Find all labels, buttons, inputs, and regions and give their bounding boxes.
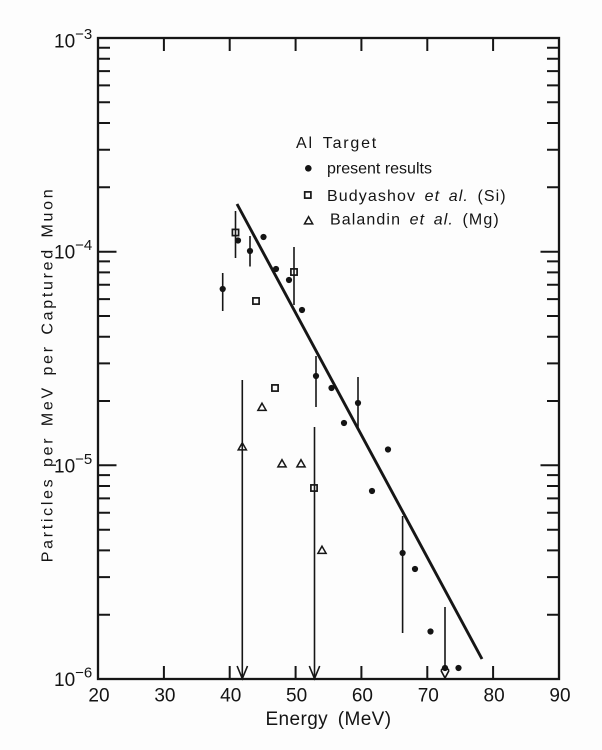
svg-text:Energy (MeV): Energy (MeV) [265, 709, 391, 730]
svg-text:80: 80 [484, 686, 505, 707]
svg-text:20: 20 [88, 686, 109, 707]
svg-text:present results: present results [327, 161, 432, 178]
svg-text:60: 60 [352, 686, 373, 707]
svg-text:40: 40 [220, 686, 241, 707]
svg-text:10−5: 10−5 [54, 451, 92, 478]
svg-text:90: 90 [549, 686, 570, 707]
svg-text:30: 30 [154, 686, 175, 707]
svg-text:70: 70 [418, 686, 439, 707]
svg-text:50: 50 [286, 686, 307, 707]
svg-text:Al Target: Al Target [296, 135, 378, 152]
svg-text:Budyashov et al. (Si): Budyashov et al. (Si) [327, 188, 507, 205]
svg-text:Particles per MeV per Captured: Particles per MeV per Captured Muon [40, 187, 57, 563]
svg-text:Balandin et al. (Mg): Balandin et al. (Mg) [330, 212, 500, 229]
